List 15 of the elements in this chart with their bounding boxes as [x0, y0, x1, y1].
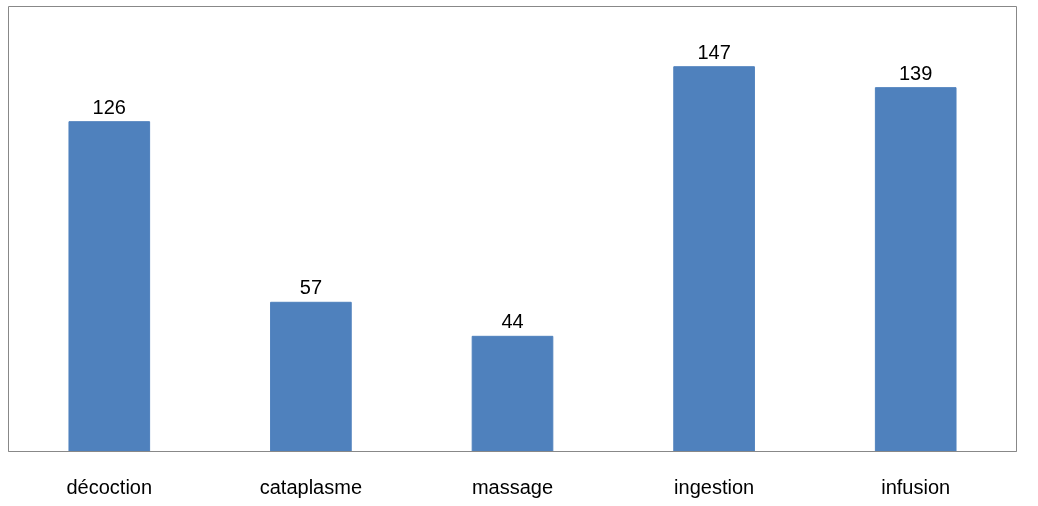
bar [673, 66, 755, 452]
data-label: 44 [501, 310, 524, 333]
x-tick-label: infusion [881, 475, 951, 498]
bar [270, 301, 352, 452]
data-label: 57 [299, 276, 323, 299]
bar [471, 335, 554, 452]
x-tick-label: massage [471, 475, 554, 498]
x-tick-label: cataplasme [259, 475, 363, 498]
x-tick-label: décoction [66, 475, 153, 498]
bar [68, 121, 151, 452]
x-tick-label: ingestion [674, 475, 755, 498]
data-label: 126 [92, 95, 126, 118]
bar [874, 87, 957, 452]
data-label: 147 [697, 40, 731, 63]
data-label: 139 [899, 61, 933, 84]
